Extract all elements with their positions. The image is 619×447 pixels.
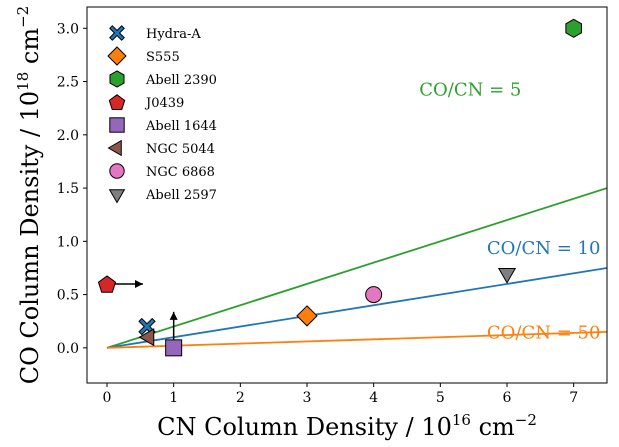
legend-marker-abell-1644 (109, 117, 125, 133)
x-axis-ticks: 0 1 2 3 4 5 6 7 (103, 383, 578, 406)
point-abell-1644 (165, 339, 183, 357)
legend-item-s555: S555 (107, 46, 180, 66)
legend-item-abell-2597: Abell 2597 (108, 188, 217, 204)
point-ngc-6868 (365, 286, 383, 304)
y-axis-ticks: 0.0 0.5 1.0 1.5 2.0 2.5 3.0 (57, 21, 87, 357)
ratio-line-label-50: CO/CN = 50 (487, 322, 601, 343)
legend-marker-abell-2390 (109, 70, 125, 88)
x-tick-label: 5 (436, 390, 445, 406)
y-tick-label: 1.5 (57, 181, 79, 197)
x-tick-label: 4 (369, 390, 378, 406)
ratio-line-50 (106, 330, 607, 349)
legend: Hydra-A S555 Abell 2390 J0439 Abell 1644 NGC … (107, 25, 217, 204)
y-tick-label: 1.0 (57, 234, 79, 250)
x-tick-label: 2 (236, 390, 245, 406)
x-tick-label: 7 (569, 390, 578, 406)
x-tick-label: 1 (169, 390, 178, 406)
legend-marker-hydra-a (109, 25, 125, 41)
ratio-line-labels: CO/CN = 5 CO/CN = 10 CO/CN = 50 (419, 79, 600, 343)
ratio-lines (106, 187, 607, 349)
legend-marker-ngc-6868 (109, 163, 125, 179)
x-tick-label: 6 (503, 390, 512, 406)
point-abell-2597 (497, 268, 517, 284)
legend-item-hydra-a: Hydra-A (109, 25, 201, 42)
ratio-line-label-10: CO/CN = 10 (487, 238, 601, 259)
y-tick-label: 2.0 (57, 128, 79, 144)
legend-item-j0439: J0439 (108, 94, 184, 111)
ratio-line-10 (106, 267, 607, 349)
x-axis-title: CN Column Density / 1016 cm−2 (157, 411, 537, 441)
legend-label: NGC 5044 (146, 142, 215, 157)
legend-label: NGC 6868 (146, 165, 215, 180)
data-points (97, 18, 582, 357)
legend-label: Abell 2390 (145, 73, 217, 88)
legend-item-ngc-5044: NGC 5044 (107, 139, 215, 157)
legend-label: J0439 (144, 96, 184, 111)
legend-marker-abell-2597 (108, 189, 126, 204)
x-tick-label: 3 (303, 390, 312, 406)
legend-item-abell-2390: Abell 2390 (109, 70, 217, 88)
y-axis-title: CO Column Density / 1018 cm−2 (14, 6, 44, 384)
legend-marker-j0439 (108, 94, 126, 110)
legend-label: S555 (146, 50, 180, 65)
legend-marker-s555 (107, 46, 127, 66)
legend-item-abell-1644: Abell 1644 (109, 117, 217, 134)
legend-label: Abell 2597 (145, 188, 217, 203)
point-abell-2390 (565, 18, 582, 38)
point-s555 (296, 305, 318, 327)
point-j0439 (97, 275, 117, 293)
ratio-line-5 (106, 187, 607, 349)
y-tick-label: 0.5 (57, 288, 79, 304)
plot-frame (86, 6, 608, 384)
legend-item-ngc-6868: NGC 6868 (109, 163, 215, 180)
y-tick-label: 2.5 (57, 75, 79, 91)
legend-marker-ngc-5044 (107, 139, 122, 157)
legend-label: Hydra-A (146, 27, 201, 42)
x-tick-label: 0 (103, 390, 112, 406)
point-ngc-5044 (138, 328, 155, 347)
ratio-line-label-5: CO/CN = 5 (419, 79, 521, 100)
y-tick-label: 0.0 (57, 341, 79, 357)
legend-label: Abell 1644 (145, 119, 217, 134)
y-tick-label: 3.0 (57, 21, 79, 37)
